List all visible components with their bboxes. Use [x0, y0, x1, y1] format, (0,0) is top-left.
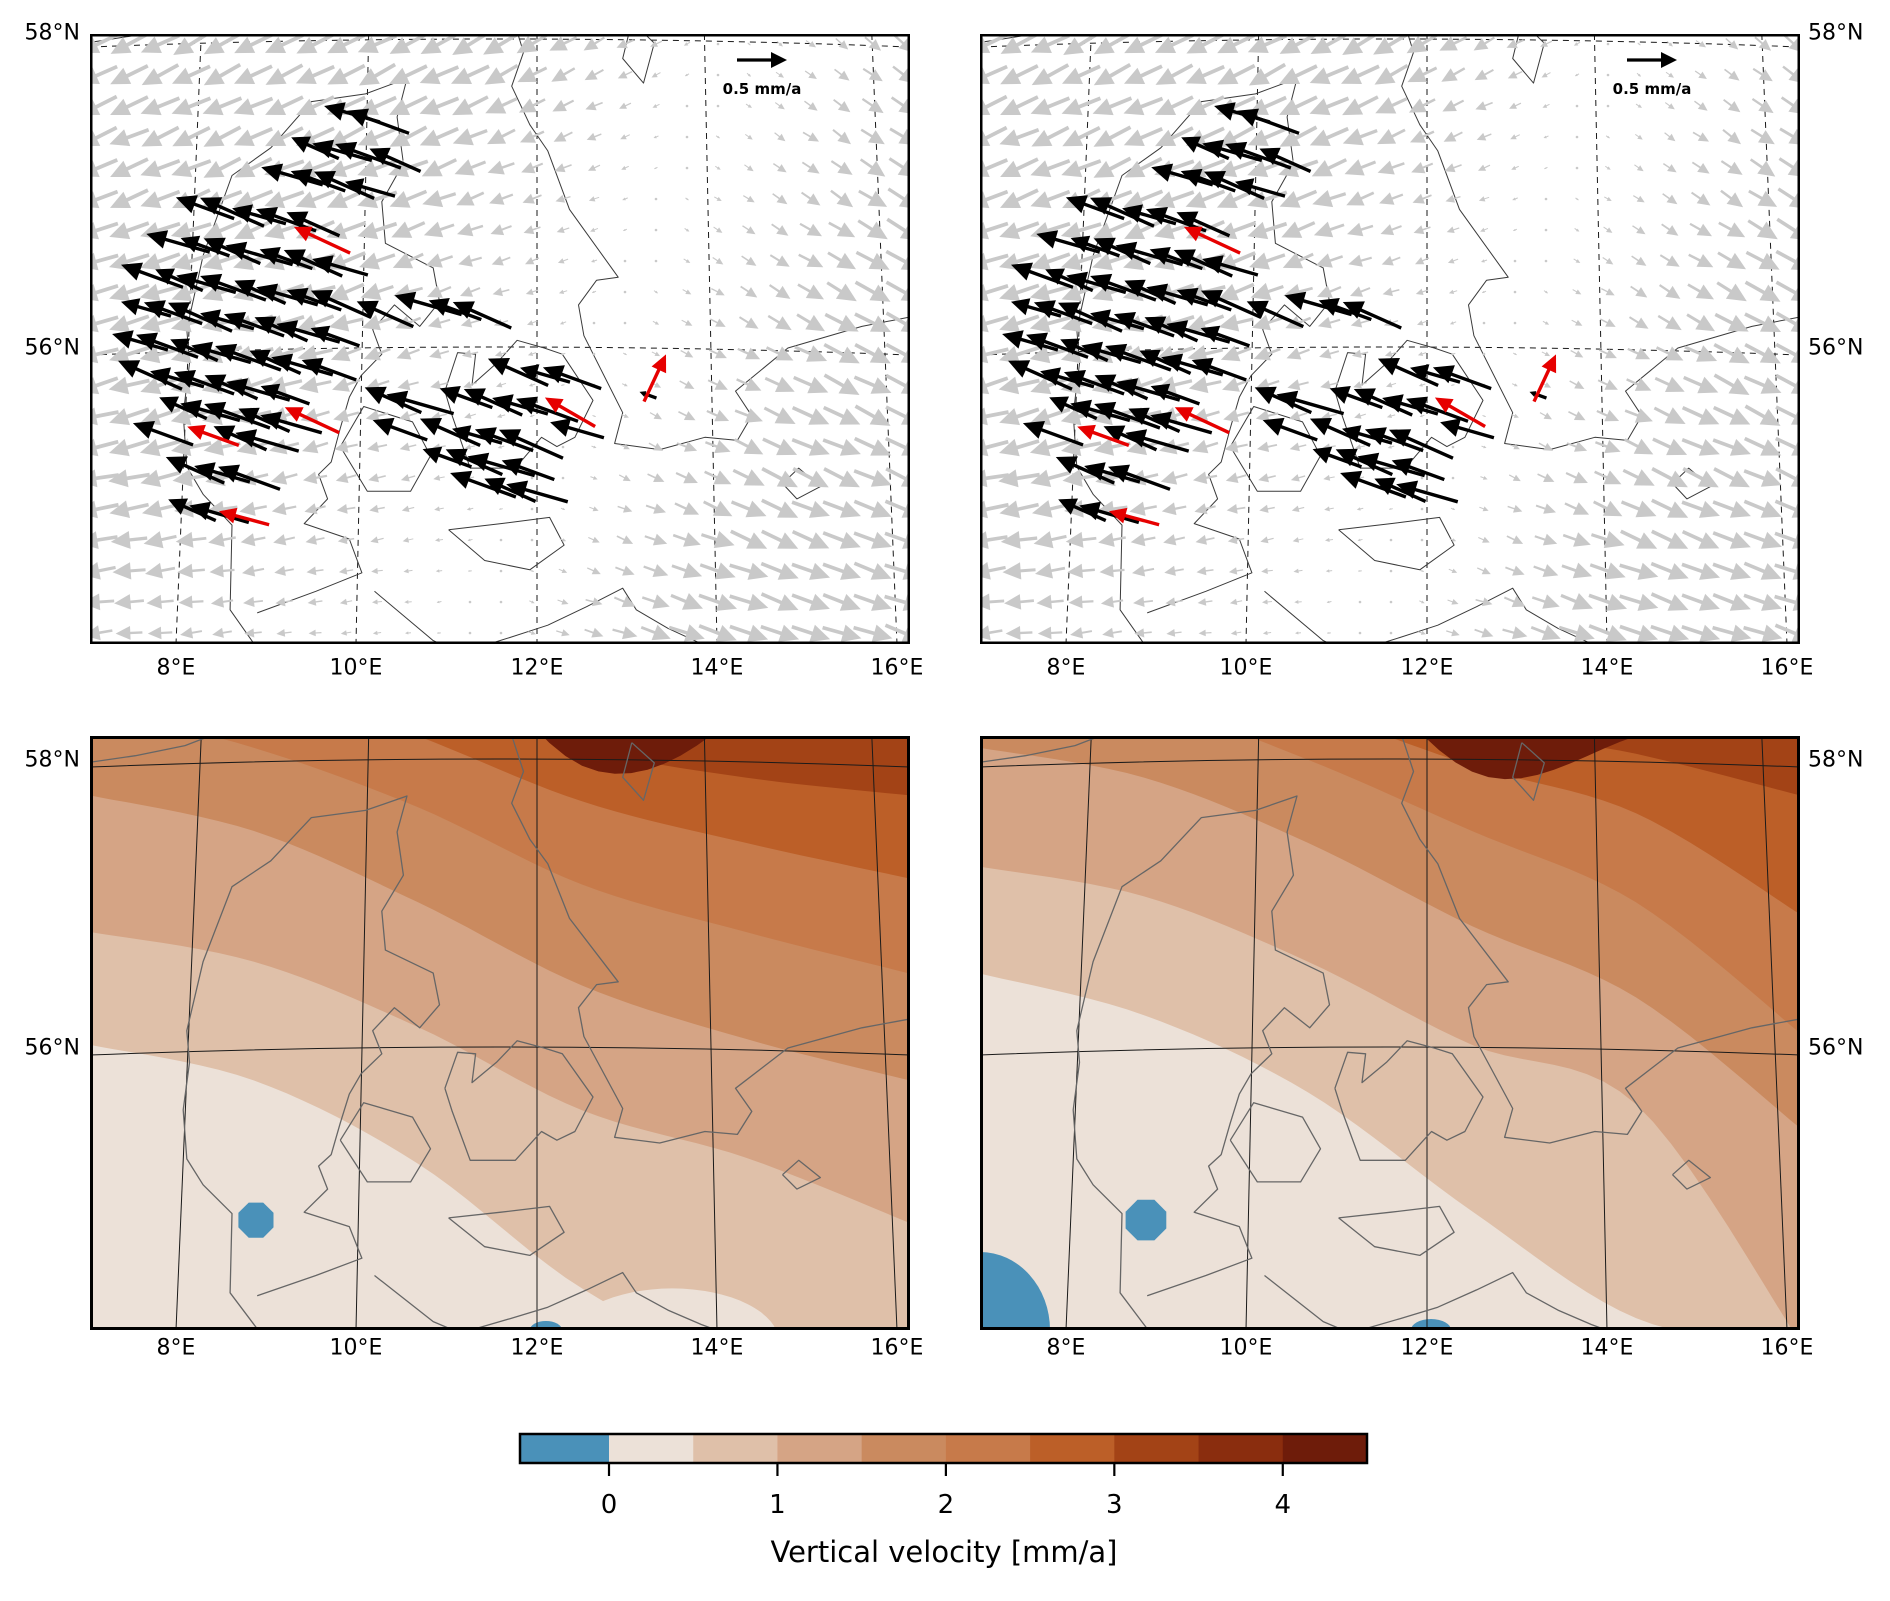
- x-tick-label: 14°E: [1580, 655, 1634, 681]
- x-tick-label: 16°E: [1760, 655, 1814, 681]
- x-tick-label: 16°E: [870, 1335, 924, 1361]
- lat-tick-label: 56°N: [24, 335, 80, 361]
- x-tick-label: 8°E: [156, 655, 196, 681]
- x-tick-label: 8°E: [1046, 655, 1086, 681]
- map-panel-top-right-quiver: 0.5 mm/a: [980, 34, 1800, 644]
- lat-tick-label: 56°N: [1808, 1035, 1864, 1061]
- lat-tick-label: 58°N: [1808, 747, 1864, 773]
- x-tick-label: 10°E: [329, 655, 383, 681]
- lat-tick-label: 56°N: [1808, 335, 1864, 361]
- x-tick-label: 12°E: [510, 1335, 564, 1361]
- x-tick-label: 8°E: [1046, 1335, 1086, 1361]
- map-panel-bottom-right-contour: [980, 736, 1800, 1330]
- x-tick-label: 16°E: [1760, 1335, 1814, 1361]
- x-tick-label: 14°E: [690, 1335, 744, 1361]
- map-panel-top-left-quiver: 0.5 mm/a: [90, 34, 910, 644]
- colorbar-tick-label: 0: [600, 1490, 618, 1520]
- scale-arrow-label: 0.5 mm/a: [1613, 80, 1692, 98]
- x-tick-label: 14°E: [1580, 1335, 1634, 1361]
- x-tick-label: 10°E: [1219, 655, 1273, 681]
- colorbar-tick-label: 1: [769, 1490, 786, 1520]
- x-tick-label: 12°E: [1400, 655, 1454, 681]
- lat-tick-label: 56°N: [24, 1035, 80, 1061]
- colorbar: [518, 1432, 1369, 1482]
- x-tick-label: 12°E: [510, 655, 564, 681]
- x-tick-label: 12°E: [1400, 1335, 1454, 1361]
- x-tick-label: 10°E: [1219, 1335, 1273, 1361]
- x-tick-label: 16°E: [870, 655, 924, 681]
- lat-tick-label: 58°N: [24, 20, 80, 46]
- x-tick-label: 8°E: [156, 1335, 196, 1361]
- scale-arrow-label: 0.5 mm/a: [723, 80, 802, 98]
- x-tick-label: 14°E: [690, 655, 744, 681]
- colorbar-title: Vertical velocity [mm/a]: [770, 1535, 1118, 1569]
- lat-tick-label: 58°N: [1808, 20, 1864, 46]
- map-panel-bottom-left-contour: [90, 736, 910, 1330]
- colorbar-tick-label: 4: [1274, 1490, 1292, 1520]
- colorbar-tick-label: 2: [937, 1490, 955, 1520]
- lat-tick-label: 58°N: [24, 747, 80, 773]
- x-tick-label: 10°E: [329, 1335, 383, 1361]
- colorbar-tick-label: 3: [1106, 1490, 1123, 1520]
